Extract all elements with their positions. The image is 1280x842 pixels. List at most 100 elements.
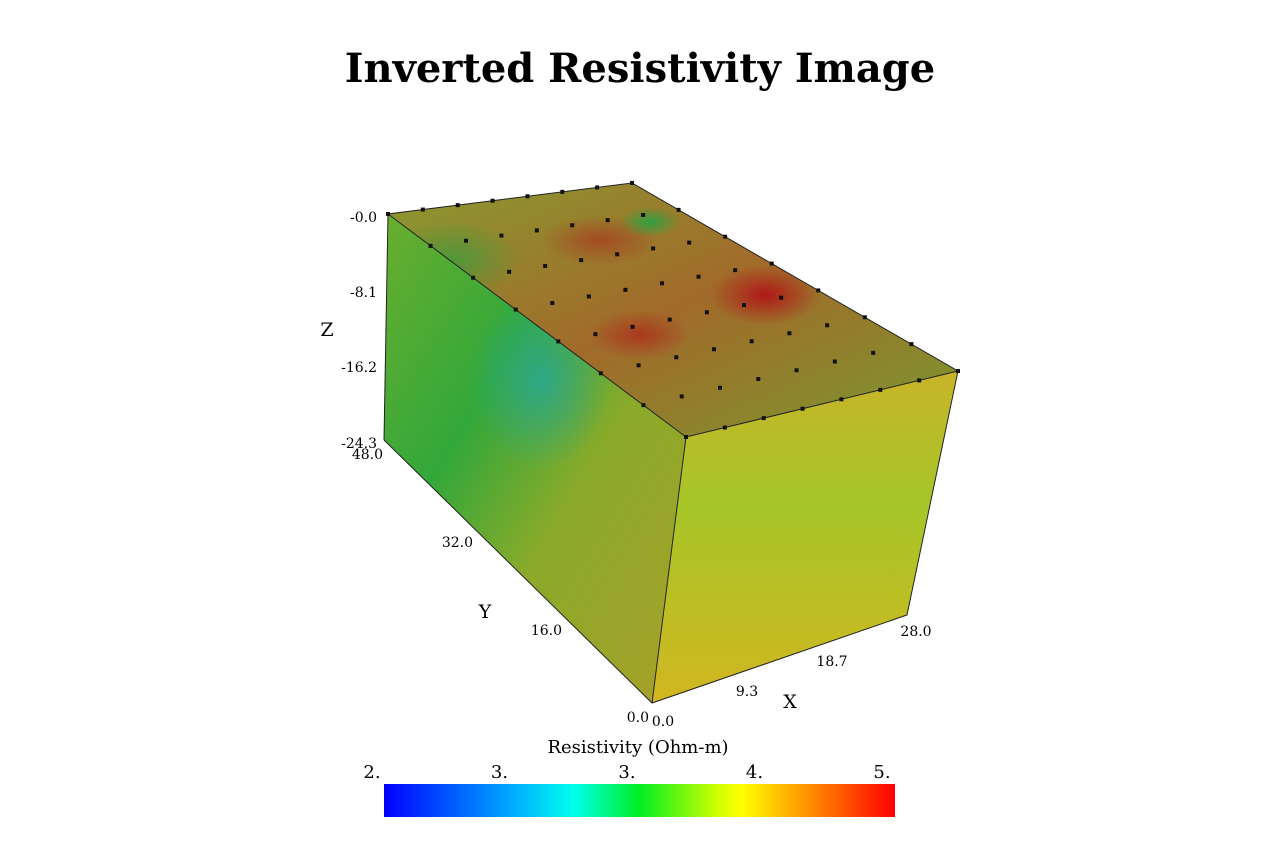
electrode: [733, 268, 738, 273]
electrode: [871, 350, 876, 355]
electrode: [742, 303, 746, 307]
axis-label: Y: [478, 601, 492, 623]
title: Inverted Resistivity Image: [345, 45, 935, 92]
electrode: [684, 435, 688, 439]
y-axis: Y 48.0 32.0 16.0 0.0: [352, 447, 649, 726]
electrode: [579, 258, 584, 263]
colorbar-scale: [384, 784, 895, 817]
electrode: [816, 288, 821, 293]
electrode: [560, 189, 565, 194]
electrode: [718, 385, 722, 390]
colorbar-tick-label: 4.: [746, 762, 763, 783]
electrode: [862, 315, 867, 320]
electrode: [630, 324, 635, 329]
colorbar-label: Resistivity (Ohm-m): [547, 737, 728, 758]
electrode: [832, 359, 837, 364]
electrode: [641, 213, 646, 217]
electrode: [917, 378, 922, 383]
electrode: [623, 287, 628, 292]
tick-label: 16.0: [531, 623, 562, 639]
electrode: [513, 307, 518, 312]
electrode: [660, 281, 664, 286]
electrode: [704, 310, 709, 315]
electrode: [570, 223, 575, 228]
electrode: [676, 207, 681, 212]
electrode: [605, 218, 610, 223]
electrode: [556, 339, 561, 344]
electrode: [428, 243, 433, 248]
electrode: [825, 323, 830, 328]
electrode: [386, 212, 390, 216]
electrode: [471, 275, 476, 280]
electrode: [909, 342, 914, 347]
electrode: [679, 394, 684, 399]
electrode: [420, 207, 425, 212]
low-zone: [620, 207, 680, 237]
electrode: [636, 363, 641, 368]
electrode: [550, 301, 555, 305]
electrode: [779, 295, 784, 300]
electrode: [499, 233, 504, 238]
colorbar-tick-label: 5.: [873, 762, 890, 783]
electrode: [593, 332, 598, 337]
electrode: [641, 403, 646, 408]
tick-label: -0.0: [350, 210, 377, 226]
electrode: [543, 264, 548, 268]
edge: [651, 436, 687, 704]
electrode: [490, 198, 495, 203]
electrode: [787, 331, 792, 336]
colorbar-tick-label: 2.: [363, 762, 380, 783]
electrode: [595, 185, 600, 190]
z-axis: Z -0.0 -8.1 -16.2 -24.3: [320, 210, 377, 452]
electrode: [794, 368, 799, 373]
tick-label: 28.0: [900, 624, 931, 640]
electrode: [525, 194, 530, 199]
electrode: [687, 240, 692, 245]
electrode: [956, 369, 960, 373]
electrode: [464, 238, 468, 243]
electrode: [651, 246, 656, 251]
top-face: [388, 183, 958, 437]
electrode: [800, 406, 805, 411]
colorbar-tick-label: 3.: [491, 762, 508, 783]
tick-label: 0.0: [652, 714, 674, 730]
electrode: [878, 387, 883, 392]
tick-label: 0.0: [627, 710, 649, 726]
electrode: [586, 294, 591, 299]
electrode: [722, 425, 727, 430]
right-face: [652, 371, 958, 703]
electrode: [756, 377, 761, 381]
electrode: [839, 397, 844, 402]
electrode: [455, 203, 460, 208]
block: [383, 181, 960, 704]
axis-label: Z: [320, 319, 333, 341]
electrode: [507, 269, 512, 274]
electrode: [769, 261, 774, 266]
electrode: [630, 181, 634, 185]
axis-label: X: [783, 691, 797, 713]
electrode: [667, 317, 672, 322]
electrodes: [386, 181, 960, 439]
colorbar: Resistivity (Ohm-m) 2. 3. 3. 4. 5.: [363, 737, 895, 817]
tick-label: 18.7: [816, 654, 847, 670]
high-zone: [590, 310, 690, 360]
high-zone: [710, 265, 820, 325]
tick-label: 9.3: [736, 684, 758, 700]
tick-label: 48.0: [352, 447, 383, 463]
electrode: [723, 234, 728, 239]
electrode: [674, 355, 679, 360]
colorbar-tick-label: 3.: [618, 762, 635, 783]
electrode: [696, 274, 701, 279]
electrode: [534, 228, 539, 233]
x-axis: X 0.0 9.3 18.7 28.0: [652, 624, 932, 730]
tick-label: -8.1: [350, 285, 377, 301]
tick-label: -16.2: [341, 360, 377, 376]
electrode: [598, 371, 603, 376]
tick-label: -24.3: [341, 436, 377, 452]
electrode: [749, 339, 754, 344]
electrode: [712, 347, 716, 352]
tick-label: 32.0: [442, 535, 473, 551]
electrode: [615, 252, 620, 257]
